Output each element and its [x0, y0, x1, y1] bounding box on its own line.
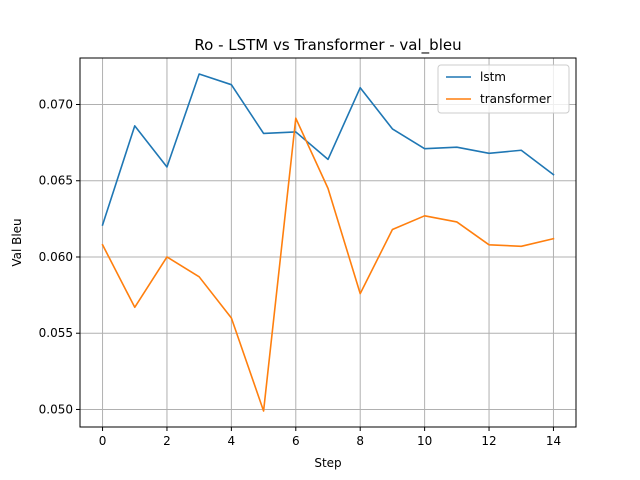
x-tick-label: 2	[163, 434, 171, 448]
x-axis-label: Step	[314, 456, 341, 470]
x-tick-label: 14	[546, 434, 561, 448]
legend: lstm transformer	[437, 64, 570, 114]
x-tick-label: 8	[356, 434, 364, 448]
plot-frame	[79, 57, 577, 428]
y-tick-label: 0.055	[39, 326, 73, 340]
legend-label-lstm: lstm	[480, 70, 506, 84]
legend-label-transformer: transformer	[480, 92, 551, 106]
chart-title: Ro - LSTM vs Transformer - val_bleu	[194, 36, 461, 55]
series-line-lstm	[101, 73, 555, 226]
y-tick-label: 0.065	[39, 174, 73, 188]
y-axis-label: Val Bleu	[10, 218, 24, 266]
y-tick-label: 0.070	[39, 98, 73, 112]
axis-ticks: 0 2 4 6 8 10 12 14 0.050 0.055 0.060 0.065 0.070	[39, 98, 561, 448]
x-tick-label: 4	[228, 434, 236, 448]
y-tick-label: 0.060	[39, 250, 73, 264]
y-tick-label: 0.050	[39, 402, 73, 416]
x-tick-label: 10	[417, 434, 432, 448]
grid	[80, 58, 576, 427]
series-line-transformer	[101, 117, 555, 412]
x-tick-label: 12	[481, 434, 496, 448]
x-tick-label: 6	[292, 434, 300, 448]
series-lines	[101, 73, 555, 412]
x-tick-label: 0	[99, 434, 107, 448]
